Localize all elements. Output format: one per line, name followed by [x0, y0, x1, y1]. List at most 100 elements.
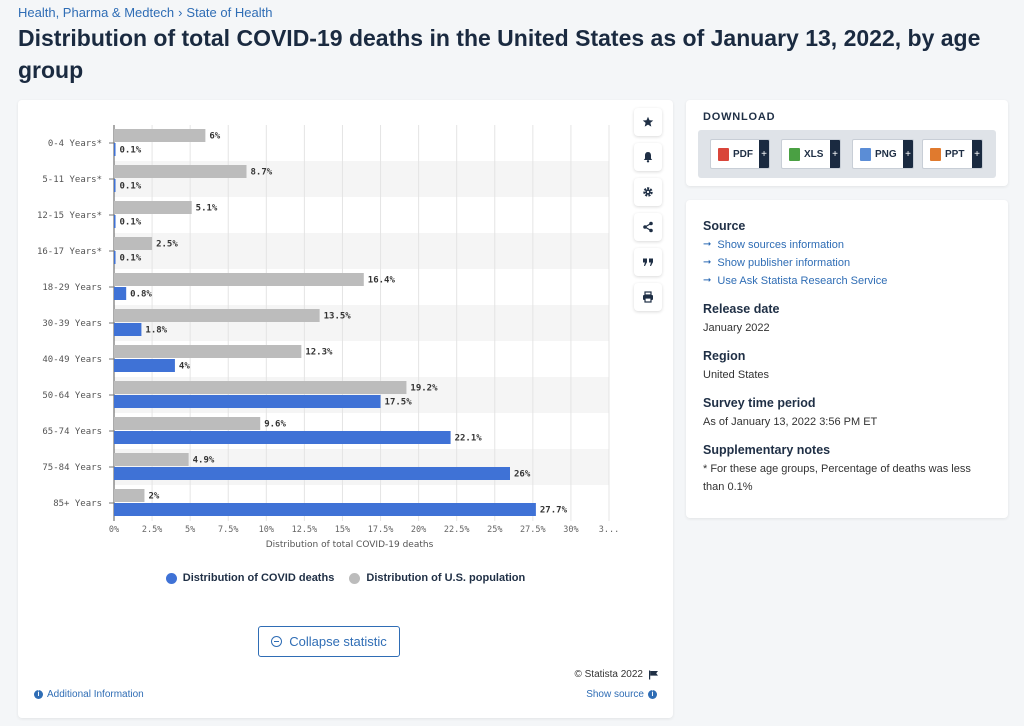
- ppt-file-icon: [930, 147, 941, 161]
- star-icon[interactable]: [634, 108, 662, 136]
- gear-icon[interactable]: [634, 178, 662, 206]
- legend-item-population[interactable]: Distribution of U.S. population: [349, 572, 525, 584]
- ask-statista-link[interactable]: ➞ Use Ask Statista Research Service: [703, 272, 993, 290]
- arrow-right-icon: ➞: [703, 257, 712, 268]
- survey-period-value: As of January 13, 2022 3:56 PM ET: [703, 416, 878, 428]
- data-label-deaths: 0.1%: [120, 182, 142, 192]
- y-category-label: 5-11 Years*: [42, 175, 102, 185]
- quote-icon[interactable]: [634, 248, 662, 276]
- download-png-button[interactable]: PNG +: [852, 139, 914, 169]
- data-label-population: 12.3%: [305, 348, 333, 358]
- data-label-deaths: 0.1%: [120, 218, 142, 228]
- bar-population: [114, 345, 302, 358]
- release-date-title: Release date: [703, 302, 780, 316]
- x-tick-label: 3...: [599, 525, 619, 535]
- plus-icon: +: [972, 140, 982, 168]
- survey-period-title: Survey time period: [703, 396, 816, 410]
- x-tick-label: 30%: [563, 525, 578, 535]
- y-category-label: 65-74 Years: [42, 427, 102, 437]
- plus-icon: +: [903, 140, 913, 168]
- breadcrumb-current[interactable]: State of Health: [186, 5, 273, 20]
- supplementary-notes-value: * For these age groups, Percentage of de…: [703, 463, 971, 493]
- x-axis-title: Distribution of total COVID-19 deaths: [266, 540, 434, 550]
- info-icon: i: [34, 690, 43, 699]
- pdf-file-icon: [718, 147, 729, 161]
- download-xls-button[interactable]: XLS +: [781, 139, 841, 169]
- copyright: © Statista 2022: [574, 669, 659, 680]
- data-label-deaths: 0.8%: [130, 290, 152, 300]
- bar-population: [114, 201, 192, 214]
- survey-period-section: Survey time period As of January 13, 202…: [703, 396, 993, 431]
- chart-legend: Distribution of COVID deaths Distributio…: [18, 572, 673, 587]
- flag-icon[interactable]: [648, 670, 659, 680]
- x-tick-label: 25%: [487, 525, 502, 535]
- bar-population: [114, 129, 206, 142]
- legend-dot-deaths: [165, 572, 177, 584]
- bar-population: [114, 273, 364, 286]
- show-sources-link[interactable]: ➞ Show sources information: [703, 236, 993, 254]
- show-source-link[interactable]: Show source i: [586, 689, 657, 700]
- show-source-label: Show source: [586, 689, 644, 700]
- chart-card: 0% 2.5% 5% 7.5% 10% 12.5% 15% 17.5% 20% 22.5% 25% 2…: [18, 100, 673, 718]
- data-label-deaths: 0.1%: [120, 254, 142, 264]
- x-tick-label: 2.5%: [142, 525, 162, 535]
- supplementary-notes-title: Supplementary notes: [703, 443, 831, 457]
- download-card: DOWNLOAD PDF + XLS + PNG + PPT +: [686, 100, 1008, 186]
- data-label-population: 4.9%: [193, 456, 215, 466]
- x-tick-label: 22.5%: [444, 525, 470, 535]
- collapse-statistic-button[interactable]: Collapse statistic: [258, 626, 400, 657]
- data-label-deaths: 22.1%: [455, 434, 483, 444]
- y-category-label: 40-49 Years: [42, 355, 102, 365]
- breadcrumb-parent[interactable]: Health, Pharma & Medtech: [18, 5, 175, 20]
- y-category-label: 75-84 Years: [42, 463, 102, 473]
- arrow-right-icon: ➞: [703, 275, 712, 286]
- png-file-icon: [860, 147, 871, 161]
- x-tick-label: 5%: [185, 525, 195, 535]
- download-pdf-label: PDF: [733, 148, 753, 160]
- bar-deaths: [114, 215, 116, 228]
- bar-deaths: [114, 467, 510, 480]
- download-ppt-label: PPT: [945, 148, 965, 160]
- bar-population: [114, 381, 407, 394]
- data-label-population: 19.2%: [410, 384, 438, 394]
- x-tick-label: 15%: [335, 525, 350, 535]
- y-category-label: 12-15 Years*: [37, 211, 102, 221]
- additional-information-label: Additional Information: [47, 689, 144, 700]
- download-pdf-button[interactable]: PDF +: [710, 139, 770, 169]
- bar-population: [114, 453, 189, 466]
- region-title: Region: [703, 349, 746, 363]
- xls-file-icon: [789, 147, 800, 161]
- share-icon[interactable]: [634, 213, 662, 241]
- y-category-label: 85+ Years: [53, 499, 102, 509]
- statistic-details-card: Source ➞ Show sources information ➞ Show p…: [686, 200, 1008, 518]
- bell-icon[interactable]: [634, 143, 662, 171]
- show-publisher-link[interactable]: ➞ Show publisher information: [703, 254, 993, 272]
- additional-information-link[interactable]: i Additional Information: [34, 689, 144, 700]
- legend-item-deaths[interactable]: Distribution of COVID deaths: [165, 572, 335, 584]
- row-band: [114, 233, 609, 269]
- source-section: Source ➞ Show sources information ➞ Show p…: [703, 219, 993, 290]
- download-ppt-button[interactable]: PPT +: [922, 139, 983, 169]
- data-label-population: 16.4%: [368, 276, 396, 286]
- breadcrumb-separator: ›: [178, 5, 183, 20]
- data-label-deaths: 26%: [514, 470, 531, 480]
- x-tick-label: 17.5%: [368, 525, 394, 535]
- bar-deaths: [114, 179, 116, 192]
- download-xls-label: XLS: [804, 148, 824, 160]
- download-title: DOWNLOAD: [703, 111, 776, 123]
- y-category-label: 30-39 Years: [42, 319, 102, 329]
- x-tick-label: 0%: [109, 525, 119, 535]
- y-category-label: 16-17 Years*: [37, 247, 102, 257]
- y-category-label: 50-64 Years: [42, 391, 102, 401]
- bar-deaths: [114, 143, 116, 156]
- data-label-population: 2.5%: [156, 240, 178, 250]
- print-icon[interactable]: [634, 283, 662, 311]
- download-png-label: PNG: [875, 148, 897, 160]
- bar-chart: 0% 2.5% 5% 7.5% 10% 12.5% 15% 17.5% 20% 22.5% 25% 2…: [37, 125, 619, 550]
- ask-statista-label: Use Ask Statista Research Service: [717, 275, 888, 287]
- info-icon: i: [648, 690, 657, 699]
- bar-deaths: [114, 503, 536, 516]
- data-label-population: 13.5%: [324, 312, 352, 322]
- legend-label-deaths: Distribution of COVID deaths: [182, 572, 335, 584]
- x-tick-label: 12.5%: [292, 525, 318, 535]
